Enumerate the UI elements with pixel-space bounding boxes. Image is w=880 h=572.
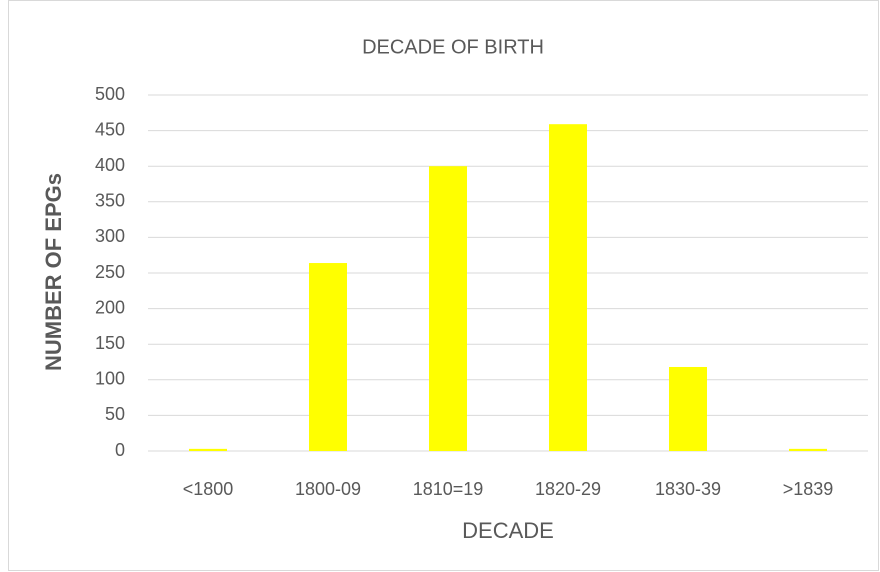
bar [309, 263, 347, 451]
y-tick-label: 500 [95, 84, 125, 104]
x-tick-label: 1800-09 [295, 479, 361, 499]
y-axis-label: NUMBER OF EPGs [41, 173, 66, 371]
bar [189, 448, 227, 451]
x-tick-label: 1810=19 [413, 479, 484, 499]
y-tick-label: 0 [115, 440, 125, 460]
chart-title: DECADE OF BIRTH [362, 36, 544, 58]
x-axis-label: DECADE [462, 518, 554, 543]
x-tick-label: <1800 [183, 479, 234, 499]
y-tick-label: 350 [95, 191, 125, 211]
x-tick-label: >1839 [783, 479, 834, 499]
x-tick-label: 1830-39 [655, 479, 721, 499]
bar [789, 448, 827, 451]
bar [549, 124, 587, 451]
y-tick-label: 300 [95, 226, 125, 246]
y-tick-label: 150 [95, 333, 125, 353]
bar [429, 166, 467, 451]
x-tick-label: 1820-29 [535, 479, 601, 499]
y-tick-label: 250 [95, 262, 125, 282]
y-tick-label: 200 [95, 297, 125, 317]
y-tick-label: 400 [95, 155, 125, 175]
y-tick-label: 50 [105, 404, 125, 424]
y-tick-label: 100 [95, 369, 125, 389]
y-tick-label: 450 [95, 119, 125, 139]
bar [669, 366, 707, 451]
